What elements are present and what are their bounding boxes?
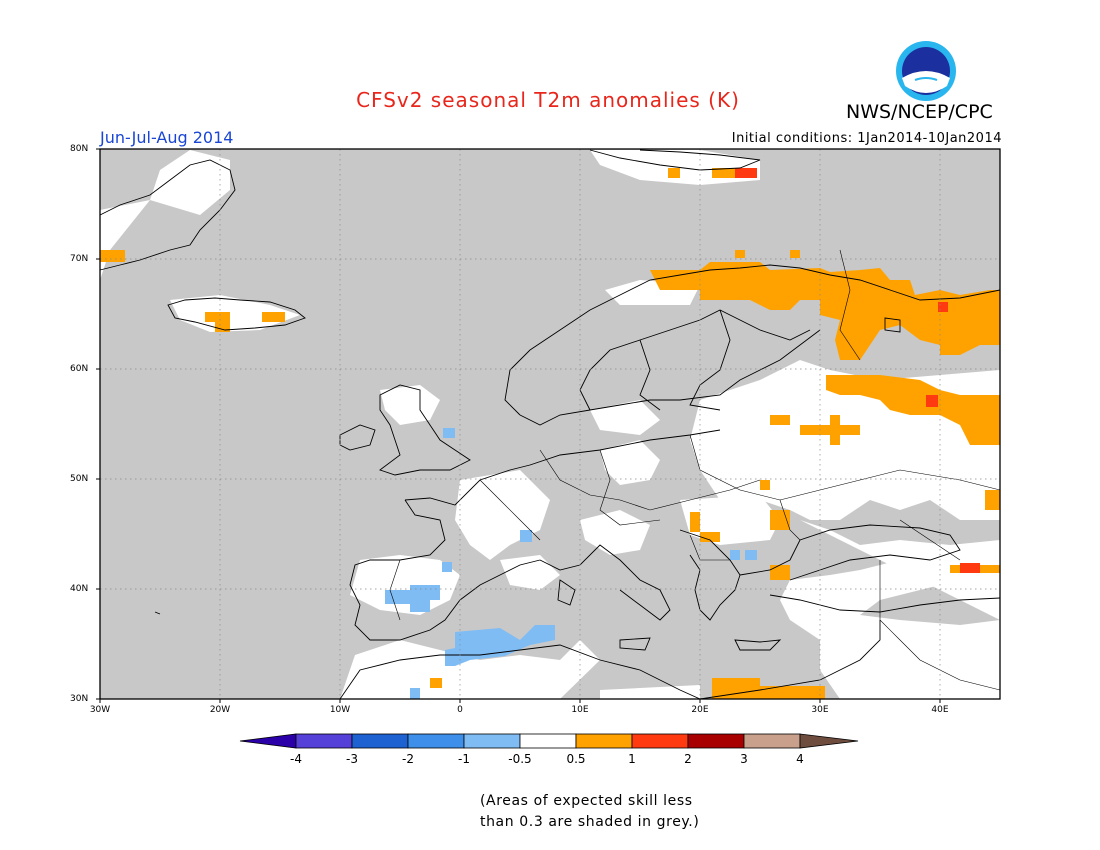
colorbar-bin bbox=[575, 733, 633, 749]
colorbar-bin bbox=[519, 733, 577, 749]
colorbar-label: -4 bbox=[290, 752, 302, 766]
lon-label: 0 bbox=[457, 705, 463, 715]
colorbar bbox=[239, 733, 859, 749]
strong-warm-anomaly-regions bbox=[735, 168, 980, 573]
lat-label: 70N bbox=[70, 254, 89, 264]
colorbar-high-arrow bbox=[799, 733, 859, 749]
colorbar-label: -3 bbox=[346, 752, 358, 766]
colorbar-label: 2 bbox=[684, 752, 692, 766]
lat-label: 40N bbox=[70, 584, 89, 594]
axis-ticks bbox=[96, 148, 941, 703]
agency-label: NWS/NCEP/CPC bbox=[846, 101, 993, 123]
colorbar-label: 3 bbox=[740, 752, 748, 766]
map-title: CFSv2 seasonal T2m anomalies (K) bbox=[356, 88, 740, 112]
lon-label: 10W bbox=[329, 705, 351, 715]
colorbar-label: 1 bbox=[628, 752, 636, 766]
lat-label: 60N bbox=[70, 364, 89, 374]
colorbar-label: 4 bbox=[796, 752, 804, 766]
colorbar-low-arrow bbox=[239, 733, 297, 749]
colorbar-label: -2 bbox=[402, 752, 414, 766]
colorbar-bin bbox=[687, 733, 745, 749]
colorbar-label: -1 bbox=[458, 752, 470, 766]
skill-note-line: than 0.3 are shaded in grey.) bbox=[480, 814, 700, 830]
lon-label: 10E bbox=[571, 705, 589, 715]
graticule bbox=[100, 149, 1000, 699]
lat-label: 50N bbox=[70, 474, 89, 484]
country-borders bbox=[389, 249, 1001, 691]
colorbar-label: -0.5 bbox=[508, 752, 532, 766]
coastlines bbox=[99, 149, 1001, 700]
skill-note-line: (Areas of expected skill less bbox=[480, 793, 693, 809]
lon-label: 20W bbox=[209, 705, 231, 715]
cool-anomaly-regions bbox=[385, 428, 757, 699]
map-frame bbox=[99, 148, 1001, 700]
lat-label: 80N bbox=[70, 144, 89, 154]
season-label: Jun-Jul-Aug 2014 bbox=[100, 128, 234, 147]
colorbar-bin bbox=[407, 733, 465, 749]
lon-label: 40E bbox=[931, 705, 949, 715]
colorbar-bin bbox=[631, 733, 689, 749]
colorbar-label: 0.5 bbox=[566, 752, 586, 766]
colorbar-bin bbox=[351, 733, 409, 749]
skill-note: (Areas of expected skill less than 0.3 a… bbox=[480, 791, 699, 833]
noaa-logo bbox=[896, 41, 956, 101]
initial-conditions-label: Initial conditions: 1Jan2014-10Jan2014 bbox=[731, 131, 1002, 146]
colorbar-bin bbox=[463, 733, 521, 749]
colorbar-bin bbox=[295, 733, 353, 749]
lon-label: 30W bbox=[89, 705, 111, 715]
lon-label: 30E bbox=[811, 705, 829, 715]
lat-label: 30N bbox=[70, 694, 89, 704]
lon-label: 20E bbox=[691, 705, 709, 715]
colorbar-bin bbox=[743, 733, 801, 749]
